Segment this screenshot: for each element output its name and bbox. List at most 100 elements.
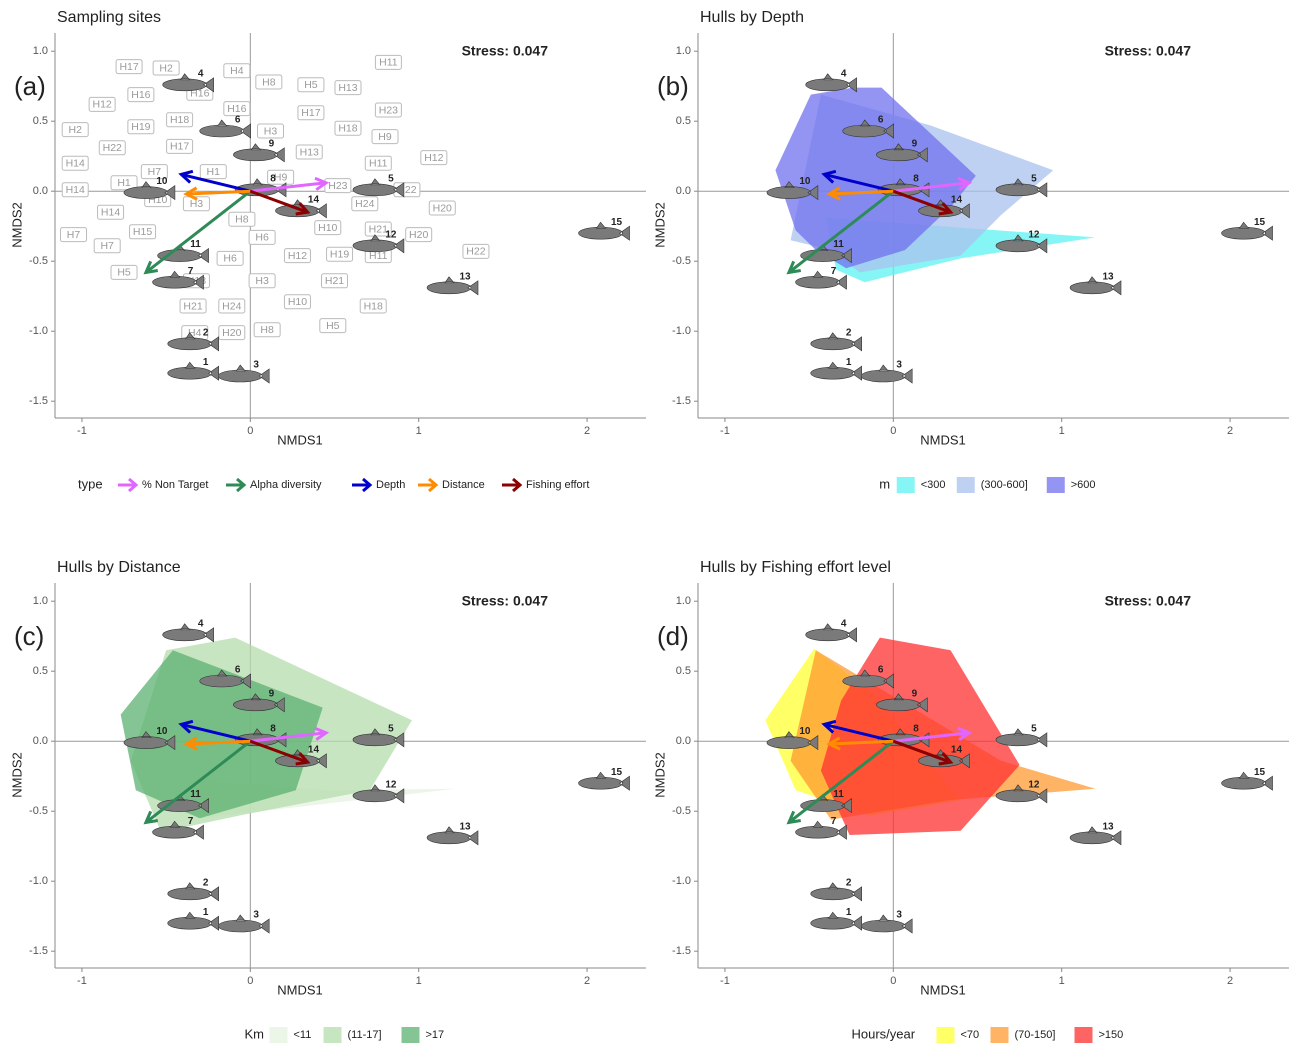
- y-tick-label: -1.5: [29, 945, 48, 957]
- x-tick-label: 0: [247, 975, 253, 987]
- site-label: H12: [288, 250, 307, 262]
- vector-arrow: [788, 190, 895, 274]
- legend-swatch: [936, 1027, 955, 1043]
- legend-label: Depth: [376, 479, 405, 491]
- vector-arrow: [186, 189, 251, 196]
- site-box: [223, 63, 251, 79]
- site-box: [223, 101, 251, 117]
- species-point: [233, 693, 285, 713]
- legend-label: <300: [921, 479, 946, 491]
- legend-label: >600: [1071, 479, 1096, 491]
- species-label: 11: [833, 789, 844, 800]
- x-tick-label: 2: [584, 975, 590, 987]
- species-label: 15: [611, 217, 623, 228]
- species-point: [152, 270, 204, 290]
- site-label: H13: [300, 146, 319, 158]
- species-point: [167, 911, 220, 931]
- site-box: [166, 112, 194, 128]
- species-label: 10: [799, 176, 811, 187]
- y-axis-title: NMDS2: [652, 752, 667, 798]
- vector-head: [957, 726, 973, 741]
- species-label: 7: [188, 266, 194, 277]
- y-tick-label: 1.0: [33, 595, 48, 607]
- legend-swatch: [1074, 1027, 1093, 1043]
- site-box: [88, 96, 116, 112]
- site-box: [257, 123, 285, 139]
- site-label: H17: [170, 141, 189, 153]
- species-label: 13: [1102, 821, 1114, 832]
- species-label: 1: [846, 907, 852, 918]
- species-point: [217, 364, 270, 384]
- site-label: H16: [227, 103, 246, 115]
- vector-arrow: [829, 739, 894, 746]
- vector-head: [178, 719, 194, 734]
- y-tick-label: -0.5: [29, 255, 48, 267]
- site-box: [127, 119, 155, 135]
- species-label: 2: [203, 877, 209, 888]
- species-point: [805, 623, 857, 643]
- site-label: H9: [378, 131, 392, 143]
- vector-head: [938, 752, 954, 766]
- vector-head: [143, 810, 159, 825]
- legend-swatch: [1046, 477, 1065, 493]
- legend-label: (11-17]: [348, 1029, 382, 1041]
- site-box: [428, 200, 456, 216]
- species-point: [167, 361, 220, 381]
- y-tick-label: 0.5: [33, 115, 48, 127]
- vector-arrow: [145, 740, 252, 824]
- species-label: 15: [1254, 767, 1266, 778]
- site-label: H5: [326, 320, 340, 332]
- species-point: [1221, 221, 1273, 241]
- panel-title: Hulls by Distance: [57, 559, 181, 576]
- site-label: H3: [255, 275, 269, 287]
- species-label: 14: [951, 744, 963, 755]
- vector-arrow: [249, 189, 309, 214]
- species-point: [123, 731, 176, 751]
- site-label: H16: [131, 89, 150, 101]
- vector-arrow: [893, 181, 970, 193]
- site-box: [60, 227, 88, 243]
- vector-head: [957, 176, 973, 191]
- species-label: 9: [912, 688, 918, 699]
- species-point: [860, 364, 913, 384]
- vector-arrow: [250, 181, 327, 193]
- site-box: [324, 178, 352, 194]
- site-box: [166, 138, 194, 154]
- panel: Hulls by Distance-1 0 1 21.00.50.0-0.5-1.0-…: [9, 559, 646, 1043]
- legend-swatch: [896, 477, 915, 493]
- species-label: 5: [388, 173, 394, 184]
- site-label: H2: [68, 124, 82, 136]
- site-label: H21: [183, 300, 202, 312]
- x-tick-label: 1: [1059, 425, 1065, 437]
- species-label: 9: [269, 688, 275, 699]
- legend-label: >150: [1099, 1029, 1124, 1041]
- site-label: H22: [466, 246, 485, 258]
- y-tick-label: -1.5: [672, 395, 691, 407]
- species-label: 9: [269, 138, 275, 149]
- site-box: [267, 169, 295, 185]
- x-tick-label: 0: [890, 975, 896, 987]
- panel-label: (a): [14, 71, 46, 101]
- site-box: [319, 318, 347, 334]
- y-tick-label: 0.5: [33, 665, 48, 677]
- species-label: 4: [198, 68, 204, 79]
- y-tick-label: 1.0: [33, 45, 48, 57]
- vector-arrow: [186, 739, 251, 746]
- site-label: H14: [101, 206, 120, 218]
- vector-arrow: [180, 172, 251, 193]
- species-label: 8: [913, 173, 919, 184]
- site-label: H14: [66, 157, 85, 169]
- vector-head: [295, 202, 311, 216]
- site-box: [297, 77, 325, 93]
- vector-head: [826, 736, 841, 751]
- legend-swatch: [401, 1027, 420, 1043]
- vector-arrow: [145, 190, 252, 274]
- x-tick-label: -1: [77, 425, 87, 437]
- y-tick-label: -0.5: [672, 255, 691, 267]
- site-label: H7: [100, 240, 114, 252]
- legend-label: <70: [961, 1029, 980, 1041]
- site-label: H17: [119, 61, 138, 73]
- site-box: [61, 182, 89, 198]
- stress-annotation: Stress: 0.047: [462, 593, 549, 609]
- site-label: H6: [255, 232, 269, 244]
